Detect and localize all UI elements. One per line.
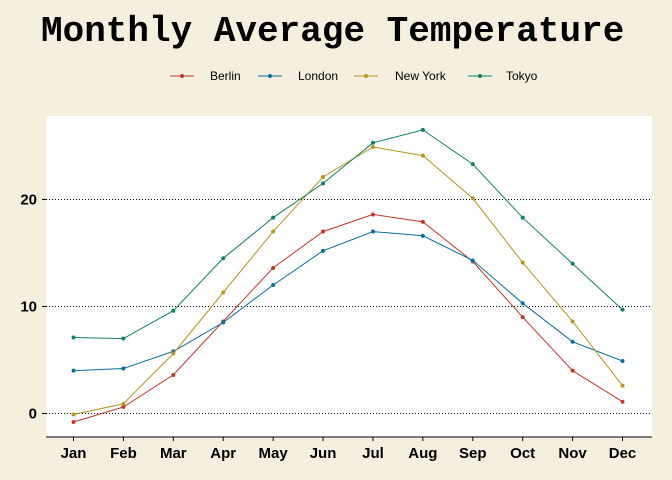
data-point-new-york — [420, 153, 425, 158]
y-tick-label: 20 — [20, 191, 37, 208]
x-tick-label: Feb — [110, 445, 137, 462]
data-point-tokyo — [71, 335, 76, 340]
data-point-tokyo — [620, 307, 625, 312]
legend-key-tokyo — [468, 74, 492, 78]
data-point-new-york — [71, 412, 76, 417]
data-point-berlin — [570, 368, 575, 373]
legend-label: New York — [395, 69, 446, 83]
data-point-new-york — [520, 260, 525, 265]
legend-label: Tokyo — [506, 69, 538, 83]
data-point-berlin — [620, 399, 625, 404]
data-point-berlin — [520, 315, 525, 320]
data-point-tokyo — [171, 308, 176, 313]
data-point-london — [121, 366, 126, 371]
data-point-new-york — [620, 383, 625, 388]
y-tick-label: 0 — [29, 405, 37, 422]
data-point-berlin — [271, 265, 276, 270]
series-line-new-york — [73, 146, 623, 415]
data-point-berlin — [71, 420, 76, 425]
x-tick-label: Dec — [609, 445, 637, 462]
legend-key-berlin — [170, 74, 194, 78]
data-point-tokyo — [370, 140, 375, 145]
data-point-tokyo — [121, 336, 126, 341]
data-point-berlin — [171, 372, 176, 377]
data-point-tokyo — [420, 127, 425, 132]
data-point-berlin — [321, 229, 326, 234]
data-point-new-york — [171, 351, 176, 356]
legend-label: London — [298, 69, 339, 83]
data-point-berlin — [121, 405, 126, 410]
data-point-london — [620, 359, 625, 364]
plot-area — [46, 116, 652, 437]
data-point-london — [370, 229, 375, 234]
data-point-london — [520, 301, 525, 306]
series-line-tokyo — [73, 129, 623, 340]
legend-key-new-york — [354, 74, 378, 78]
data-point-london — [221, 320, 226, 325]
data-point-new-york — [370, 145, 375, 150]
legend-key-london — [258, 74, 282, 78]
x-tick-label: Nov — [558, 445, 587, 462]
data-point-london — [271, 283, 276, 288]
data-point-tokyo — [470, 162, 475, 167]
data-point-new-york — [121, 401, 126, 406]
x-tick-label: May — [259, 445, 289, 462]
data-point-london — [470, 258, 475, 263]
y-tick-label: 10 — [20, 298, 37, 315]
chart-title: Monthly Average Temperature — [41, 11, 625, 52]
data-point-tokyo — [321, 181, 326, 186]
data-point-new-york — [570, 319, 575, 324]
series-line-berlin — [73, 213, 623, 423]
data-point-new-york — [321, 174, 326, 179]
data-point-tokyo — [520, 215, 525, 220]
legend-label: Berlin — [210, 69, 241, 83]
x-tick-label: Apr — [210, 445, 236, 462]
data-point-tokyo — [271, 215, 276, 220]
series-line-london — [73, 231, 623, 372]
x-tick-label: Jan — [61, 445, 87, 462]
x-tick-label: Aug — [408, 445, 437, 462]
legend: Berlin London New York Tokyo — [0, 66, 672, 90]
data-point-london — [570, 339, 575, 344]
data-point-new-york — [221, 290, 226, 295]
data-point-tokyo — [570, 261, 575, 266]
data-point-new-york — [271, 229, 276, 234]
x-tick-label: Oct — [510, 445, 535, 462]
data-point-london — [420, 233, 425, 238]
data-point-tokyo — [221, 256, 226, 261]
data-point-london — [321, 248, 326, 253]
x-tick-label: Mar — [160, 445, 187, 462]
x-tick-label: Jun — [310, 445, 337, 462]
x-tick-label: Jul — [362, 445, 384, 462]
data-point-berlin — [420, 219, 425, 224]
data-point-new-york — [470, 196, 475, 201]
data-point-london — [71, 368, 76, 373]
x-tick-label: Sep — [459, 445, 487, 462]
data-point-berlin — [370, 212, 375, 217]
